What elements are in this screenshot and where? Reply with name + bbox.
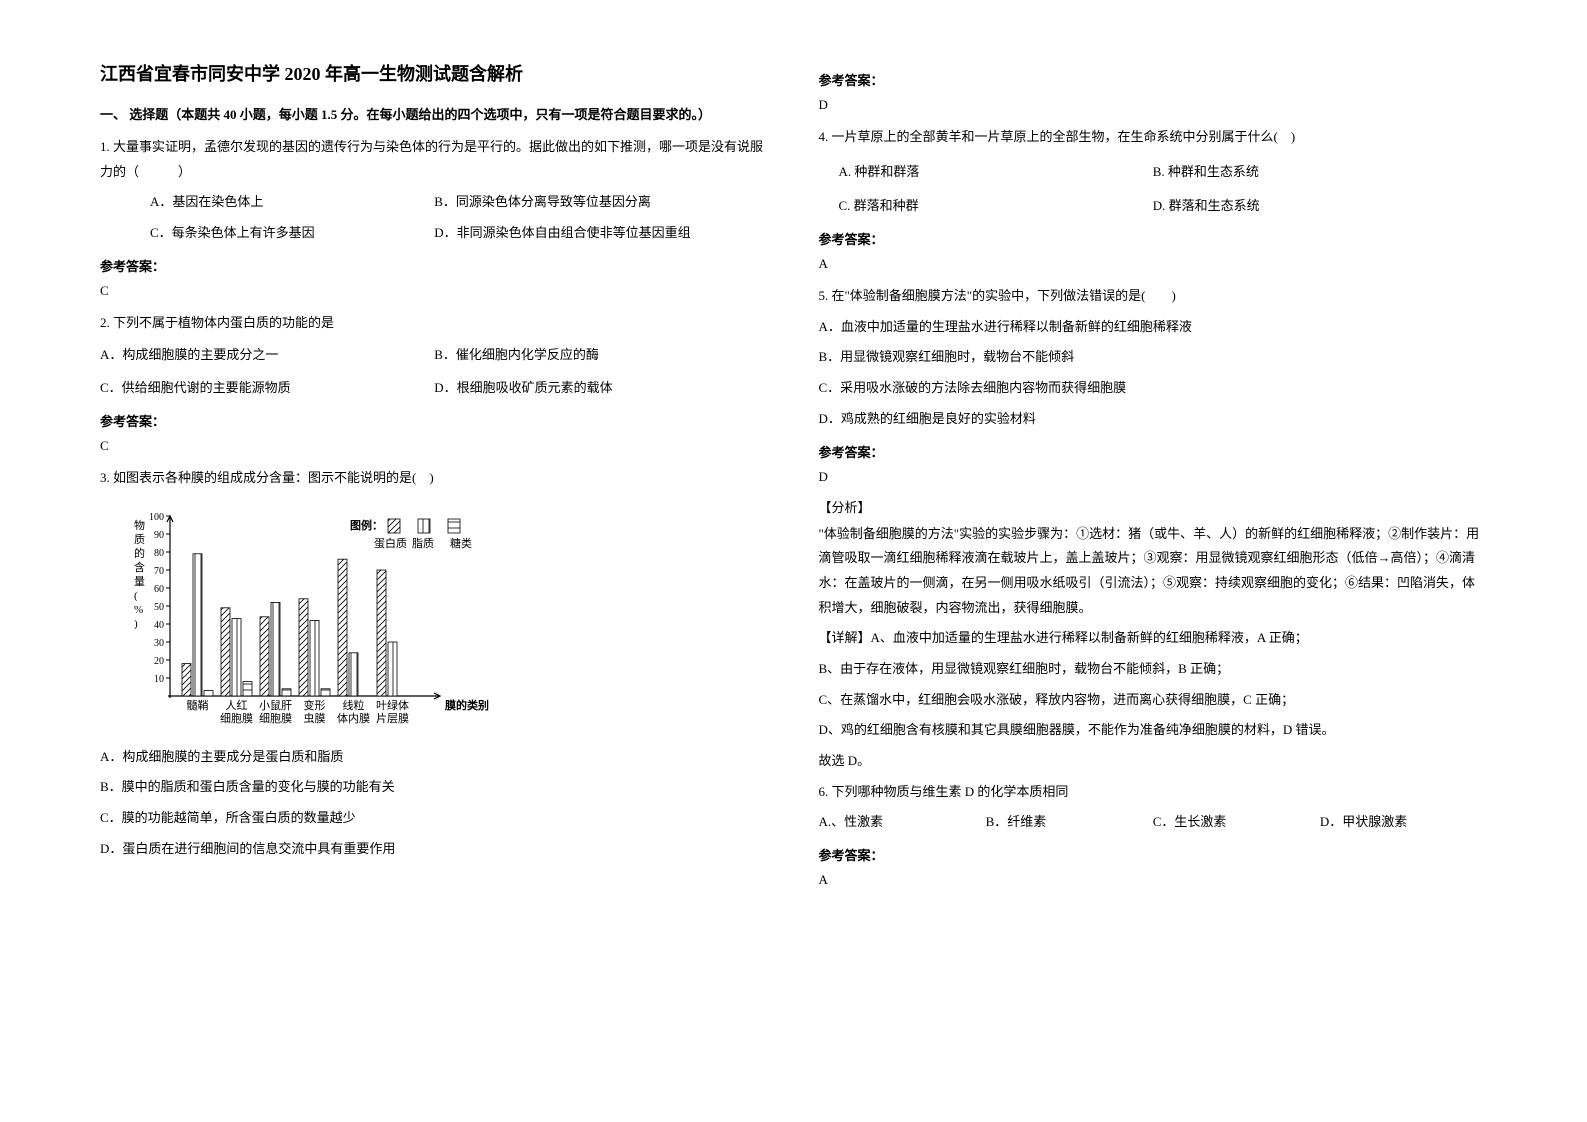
svg-text:脂质: 脂质	[412, 536, 434, 550]
q2-text: 2. 下列不属于植物体内蛋白质的功能的是	[100, 311, 769, 336]
q3-optC: C．膜的功能越简单，所含蛋白质的数量越少	[100, 806, 769, 831]
svg-text:的: 的	[134, 546, 145, 560]
svg-text:膜的类别: 膜的类别	[445, 698, 489, 712]
q5-detail-line: 故选 D。	[819, 749, 1488, 774]
svg-text:10: 10	[154, 674, 164, 685]
q3-text: 3. 如图表示各种膜的组成成分含量：图示不能说明的是( )	[100, 466, 769, 491]
svg-text:髓鞘: 髓鞘	[187, 698, 209, 712]
svg-text:含: 含	[134, 560, 145, 574]
q3-chart-svg: 10 20 30 40 50 60 70 80 90 100 物质的含量 (%) 髓鞘 人红细胞膜小鼠肝细…	[120, 501, 500, 731]
q2-answer: C	[100, 438, 769, 454]
svg-text:体内膜: 体内膜	[337, 711, 370, 725]
q2-optD: D．根细胞吸收矿质元素的载体	[434, 376, 768, 401]
section-heading: 一、 选择题（本题共 40 小题，每小题 1.5 分。在每小题给出的四个选项中，…	[100, 104, 769, 123]
q6-answer-label: 参考答案：	[819, 845, 1488, 864]
svg-text:30: 30	[154, 638, 164, 649]
svg-text:图例：: 图例：	[350, 518, 383, 532]
q1-optB: B．同源染色体分离导致等位基因分离	[434, 190, 768, 215]
svg-text:片层膜: 片层膜	[376, 712, 409, 725]
svg-text:80: 80	[154, 548, 164, 559]
q3-answer-label: 参考答案：	[819, 70, 1488, 89]
q5-detail-lines: 【详解】A、血液中加适量的生理盐水进行稀释以制备新鲜的红细胞稀释液，A 正确； B…	[819, 626, 1488, 773]
svg-text:物: 物	[134, 518, 145, 532]
q2-optB: B．催化细胞内化学反应的酶	[434, 343, 768, 368]
q6-optC: C．生长激素	[1153, 810, 1320, 835]
q6-optD: D．甲状腺激素	[1320, 810, 1487, 835]
q5-detail-line: C、在蒸馏水中，红细胞会吸水涨破，释放内容物，进而离心获得细胞膜，C 正确；	[819, 688, 1488, 713]
q1-options-row2: C．每条染色体上有许多基因 D．非同源染色体自由组合使非等位基因重组	[100, 221, 769, 246]
svg-text:变形: 变形	[304, 698, 326, 712]
q1-optC: C．每条染色体上有许多基因	[100, 221, 434, 246]
q3-optB: B．膜中的脂质和蛋白质含量的变化与膜的功能有关	[100, 775, 769, 800]
q4-optD: D. 群落和生态系统	[1153, 194, 1487, 219]
q2-answer-label: 参考答案：	[100, 411, 769, 430]
q4-optB: B. 种群和生态系统	[1153, 160, 1487, 185]
q6-options: A.、性激素 B．纤维素 C．生长激素 D．甲状腺激素	[819, 810, 1488, 835]
q6-answer: A	[819, 872, 1488, 888]
svg-text:%: %	[134, 604, 143, 616]
svg-text:糖类: 糖类	[450, 536, 472, 550]
q5-optD: D．鸡成熟的红细胞是良好的实验材料	[819, 407, 1488, 432]
q3-optA: A．构成细胞膜的主要成分是蛋白质和脂质	[100, 745, 769, 770]
right-column: 参考答案： D 4. 一片草原上的全部黄羊和一片草原上的全部生物，在生命系统中分…	[819, 60, 1488, 1062]
q3-answer: D	[819, 97, 1488, 113]
q3-chart: 10 20 30 40 50 60 70 80 90 100 物质的含量 (%) 髓鞘 人红细胞膜小鼠肝细…	[120, 501, 769, 735]
q1-options-row1: A．基因在染色体上 B．同源染色体分离导致等位基因分离	[100, 190, 769, 215]
svg-text:100: 100	[149, 512, 164, 523]
svg-text:20: 20	[154, 656, 164, 667]
svg-text:细胞膜: 细胞膜	[220, 712, 253, 725]
q4-optC: C. 群落和种群	[819, 194, 1153, 219]
q3-optD: D．蛋白质在进行细胞间的信息交流中具有重要作用	[100, 837, 769, 862]
svg-text:人红: 人红	[226, 699, 248, 712]
svg-text:叶绿体: 叶绿体	[376, 698, 409, 712]
q2-options-row1: A．构成细胞膜的主要成分之一 B．催化细胞内化学反应的酶	[100, 343, 769, 368]
q5-analysis: "体验制备细胞膜的方法"实验的实验步骤为：①选材：猪（或牛、羊、人）的新鲜的红细…	[819, 522, 1488, 621]
left-column: 江西省宜春市同安中学 2020 年高一生物测试题含解析 一、 选择题（本题共 4…	[100, 60, 769, 1062]
q5-detail-line: D、鸡的红细胞含有核膜和其它具膜细胞器膜，不能作为准备纯净细胞膜的材料，D 错误…	[819, 718, 1488, 743]
q1-optD: D．非同源染色体自由组合使非等位基因重组	[434, 221, 768, 246]
q6-optB: B．纤维素	[986, 810, 1153, 835]
svg-text:90: 90	[154, 530, 164, 541]
svg-text:70: 70	[154, 566, 164, 577]
q1-answer: C	[100, 283, 769, 299]
q4-options-row1: A. 种群和群落 B. 种群和生态系统	[819, 160, 1488, 185]
q5-answer: D	[819, 469, 1488, 485]
q5-optC: C．采用吸水涨破的方法除去细胞内容物而获得细胞膜	[819, 376, 1488, 401]
q6-text: 6. 下列哪种物质与维生素 D 的化学本质相同	[819, 780, 1488, 805]
q4-optA: A. 种群和群落	[819, 160, 1153, 185]
q2-optC: C．供给细胞代谢的主要能源物质	[100, 376, 434, 401]
svg-text:虫膜: 虫膜	[304, 712, 326, 725]
q1-text: 1. 大量事实证明，孟德尔发现的基因的遗传行为与染色体的行为是平行的。据此做出的…	[100, 135, 769, 184]
svg-text:线粒: 线粒	[343, 698, 365, 712]
q5-text: 5. 在"体验制备细胞膜方法"的实验中，下列做法错误的是( )	[819, 284, 1488, 309]
svg-text:): )	[134, 618, 138, 630]
svg-text:质: 质	[134, 533, 145, 546]
svg-text:50: 50	[154, 602, 164, 613]
svg-text:40: 40	[154, 620, 164, 631]
q5-analysis-label: 【分析】	[819, 497, 1488, 516]
svg-text:小鼠肝: 小鼠肝	[259, 698, 292, 712]
svg-text:(: (	[134, 590, 138, 602]
svg-text:细胞膜: 细胞膜	[259, 712, 292, 725]
q2-optA: A．构成细胞膜的主要成分之一	[100, 343, 434, 368]
q1-optA: A．基因在染色体上	[100, 190, 434, 215]
q5-detail-line: 【详解】A、血液中加适量的生理盐水进行稀释以制备新鲜的红细胞稀释液，A 正确；	[819, 626, 1488, 651]
q4-answer-label: 参考答案：	[819, 229, 1488, 248]
q5-optB: B．用显微镜观察红细胞时，载物台不能倾斜	[819, 345, 1488, 370]
q4-answer: A	[819, 256, 1488, 272]
q4-options-row2: C. 群落和种群 D. 群落和生态系统	[819, 194, 1488, 219]
q5-detail-line: B、由于存在液体，用显微镜观察红细胞时，载物台不能倾斜，B 正确；	[819, 657, 1488, 682]
q4-text: 4. 一片草原上的全部黄羊和一片草原上的全部生物，在生命系统中分别属于什么( )	[819, 125, 1488, 150]
svg-text:60: 60	[154, 584, 164, 595]
svg-text:量: 量	[134, 575, 145, 588]
page-title: 江西省宜春市同安中学 2020 年高一生物测试题含解析	[100, 60, 769, 86]
q5-optA: A．血液中加适量的生理盐水进行稀释以制备新鲜的红细胞稀释液	[819, 315, 1488, 340]
svg-text:蛋白质: 蛋白质	[374, 536, 407, 550]
q6-optA: A.、性激素	[819, 810, 986, 835]
q1-answer-label: 参考答案：	[100, 256, 769, 275]
q2-options-row2: C．供给细胞代谢的主要能源物质 D．根细胞吸收矿质元素的载体	[100, 376, 769, 401]
q5-answer-label: 参考答案：	[819, 442, 1488, 461]
